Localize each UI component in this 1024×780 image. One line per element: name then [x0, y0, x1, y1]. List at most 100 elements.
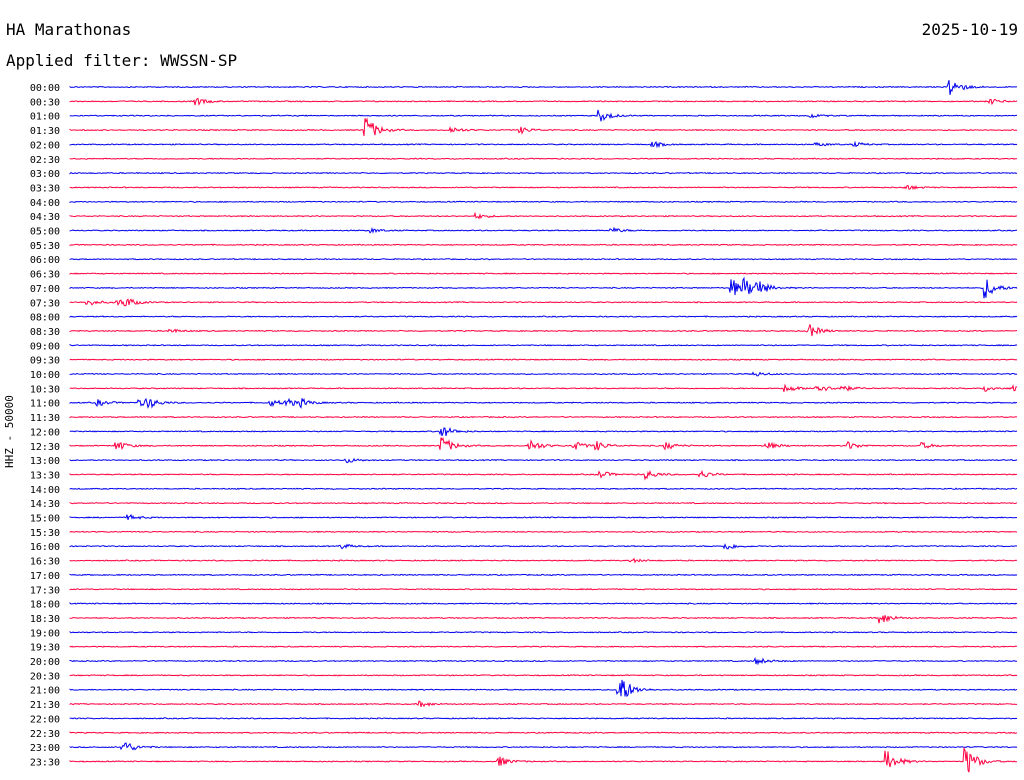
row-time-label: 02:30 — [30, 155, 60, 166]
row-time-label: 14:00 — [30, 485, 60, 496]
row-time-label: 11:30 — [30, 413, 60, 424]
row-time-label: 05:30 — [30, 241, 60, 252]
row-time-label: 19:00 — [30, 628, 60, 639]
row-time-label: 16:30 — [30, 557, 60, 568]
trace-row — [69, 358, 1018, 361]
row-time-label: 00:00 — [30, 83, 60, 94]
row-time-label: 04:30 — [30, 212, 60, 223]
trace-row — [69, 674, 1018, 677]
trace-row — [69, 573, 1018, 577]
row-time-label: 11:00 — [30, 399, 60, 410]
trace-row — [69, 656, 1018, 666]
row-time-label: 14:30 — [30, 499, 60, 510]
row-time-label: 04:00 — [30, 198, 60, 209]
row-time-label: 05:00 — [30, 227, 60, 238]
trace-row — [69, 557, 1018, 564]
trace-row — [69, 97, 1018, 107]
trace-row — [69, 615, 1018, 624]
filter-label: Applied filter: WWSSN-SP — [6, 51, 238, 70]
row-time-label: 13:30 — [30, 470, 60, 481]
row-time-label: 22:00 — [30, 714, 60, 725]
row-time-label: 00:30 — [30, 97, 60, 108]
station-name: HA Marathonas — [6, 20, 132, 39]
row-time-label: 17:00 — [30, 571, 60, 582]
trace-row — [69, 184, 1018, 190]
trace-row — [69, 513, 1017, 520]
row-time-label: 22:30 — [30, 729, 60, 740]
row-time-label: 07:30 — [30, 298, 60, 309]
row-time-label: 08:00 — [30, 313, 60, 324]
row-time-label: 01:00 — [30, 112, 60, 123]
row-time-label: 03:30 — [30, 183, 60, 194]
trace-row — [69, 457, 1018, 464]
trace-row — [69, 746, 1018, 773]
trace-row — [69, 157, 1018, 160]
trace-row — [69, 426, 1018, 437]
trace-row — [69, 171, 1018, 175]
trace-row — [69, 602, 1018, 605]
row-time-label: 09:30 — [30, 356, 60, 367]
row-time-label: 10:00 — [30, 370, 60, 381]
row-time-label: 21:00 — [30, 686, 60, 697]
trace-row — [69, 80, 1018, 95]
trace-row — [69, 324, 1018, 337]
row-time-label: 12:30 — [30, 442, 60, 453]
trace-row — [69, 588, 1018, 591]
trace-row — [69, 257, 1018, 261]
trace-row — [69, 543, 1018, 550]
trace-row — [69, 631, 1018, 634]
trace-row — [69, 679, 1018, 698]
row-time-label: 12:00 — [30, 427, 60, 438]
trace-row — [69, 502, 1018, 505]
trace-row — [69, 397, 1018, 409]
trace-row — [69, 211, 1018, 220]
trace-row — [69, 243, 1018, 247]
trace-row — [69, 530, 1018, 534]
row-time-label: 06:30 — [30, 270, 60, 281]
trace-row — [69, 226, 1018, 234]
trace-row — [69, 272, 1018, 275]
row-time-label: 15:30 — [30, 528, 60, 539]
row-time-label: 10:30 — [30, 384, 60, 395]
row-time-label: 17:30 — [30, 585, 60, 596]
trace-row — [69, 700, 1018, 708]
row-time-label: 20:30 — [30, 671, 60, 682]
row-time-label: 19:30 — [30, 643, 60, 654]
trace-row — [69, 109, 1018, 122]
row-time-label: 08:30 — [30, 327, 60, 338]
trace-row — [69, 717, 1018, 720]
row-time-label: 18:30 — [30, 614, 60, 625]
row-time-label: 18:00 — [30, 600, 60, 611]
row-time-label: 07:00 — [30, 284, 60, 295]
record-date: 2025-10-19 — [921, 20, 1018, 39]
row-time-label: 15:00 — [30, 514, 60, 525]
trace-row — [69, 487, 1018, 490]
trace-row — [69, 742, 1018, 751]
row-time-label: 06:00 — [30, 255, 60, 266]
trace-row — [69, 645, 1018, 648]
trace-row — [69, 298, 1018, 307]
row-time-label: 03:00 — [30, 169, 60, 180]
row-time-label: 23:30 — [30, 757, 60, 768]
trace-row — [69, 469, 1018, 481]
row-time-label: 20:00 — [30, 657, 60, 668]
trace-row — [69, 140, 1018, 149]
row-time-label: 09:00 — [30, 341, 60, 352]
row-time-label: 01:30 — [30, 126, 60, 137]
trace-row — [69, 315, 1018, 318]
trace-row — [69, 415, 1018, 419]
trace-row — [69, 371, 1018, 377]
trace-row — [69, 731, 1018, 734]
row-time-label: 02:00 — [30, 140, 60, 151]
row-time-label: 13:00 — [30, 456, 60, 467]
trace-row — [69, 117, 1018, 137]
trace-row — [69, 200, 1018, 203]
row-time-label: 23:00 — [30, 743, 60, 754]
trace-row — [69, 276, 1018, 299]
trace-row — [69, 437, 1018, 451]
trace-row — [69, 383, 1018, 392]
trace-row — [69, 343, 1018, 347]
row-time-label: 21:30 — [30, 700, 60, 711]
row-time-label: 16:00 — [30, 542, 60, 553]
